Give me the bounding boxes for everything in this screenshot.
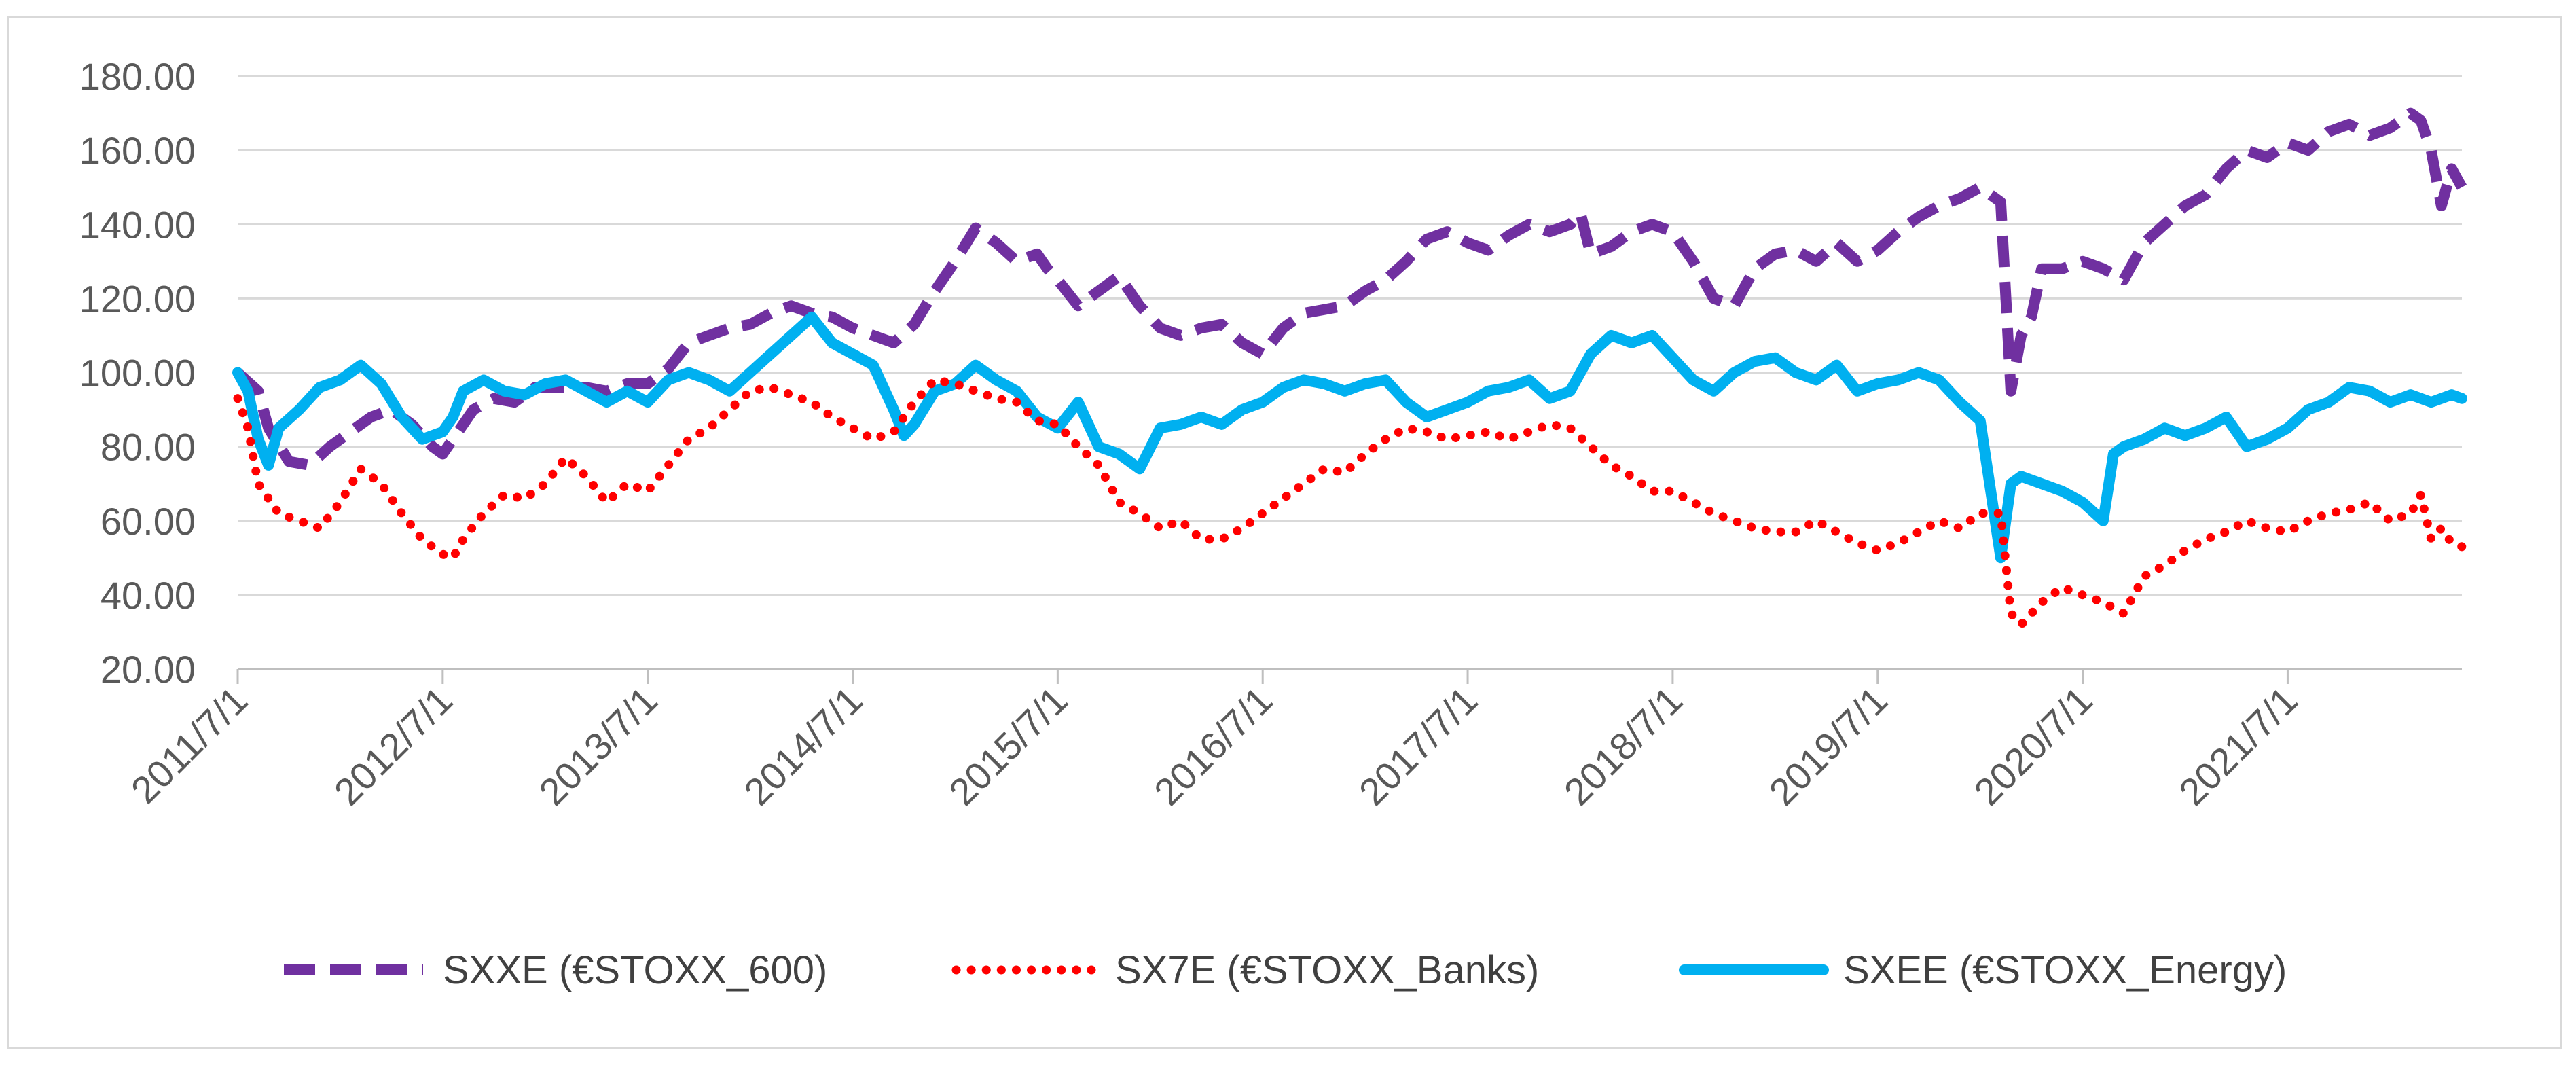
x-tick-label: 2017/7/1 [1351, 679, 1486, 814]
y-axis-ticks: 20.00 40.00 60.00 80.00 100.00 120.00 140.00 16… [79, 55, 196, 691]
x-tick-label: 2016/7/1 [1146, 679, 1281, 814]
legend: SXXE (€STOXX_600) SX7E (€STOXX_Banks) SXEE… [284, 948, 2287, 992]
legend-label: SXEE (€STOXX_Energy) [1843, 948, 2287, 992]
y-tick-label: 180.00 [79, 55, 196, 98]
x-tick-label: 2013/7/1 [530, 679, 666, 814]
legend-label: SX7E (€STOXX_Banks) [1115, 948, 1539, 992]
legend-label: SXXE (€STOXX_600) [443, 948, 827, 992]
series-line-dashed [234, 107, 2467, 471]
series-line-solid [232, 311, 2467, 564]
x-tick-label: 2018/7/1 [1556, 679, 1691, 814]
x-tick-label: 2012/7/1 [326, 679, 461, 814]
y-tick-label: 40.00 [101, 574, 196, 617]
y-tick-label: 160.00 [79, 129, 196, 172]
y-tick-label: 100.00 [79, 352, 196, 395]
x-tick-label: 2021/7/1 [2171, 679, 2306, 814]
x-tick-label: 2011/7/1 [123, 679, 256, 812]
y-tick-label: 120.00 [79, 277, 196, 320]
y-tick-label: 80.00 [101, 426, 196, 469]
y-tick-label: 20.00 [101, 648, 196, 691]
grid-lines [238, 75, 2462, 596]
x-tick-label: 2015/7/1 [941, 679, 1076, 814]
x-tick-label: 2014/7/1 [736, 679, 871, 814]
x-axis: 2011/7/1 2012/7/1 2013/7/1 2014/7/1 2015/7/1… [123, 668, 2462, 814]
y-tick-label: 140.00 [79, 203, 196, 246]
series-line-dotted [233, 375, 2467, 629]
chart-frame [7, 16, 2562, 1049]
series-layer [232, 107, 2467, 629]
x-tick-label: 2019/7/1 [1761, 679, 1896, 814]
x-tick-label: 2020/7/1 [1965, 679, 2101, 814]
y-tick-label: 60.00 [101, 500, 196, 543]
